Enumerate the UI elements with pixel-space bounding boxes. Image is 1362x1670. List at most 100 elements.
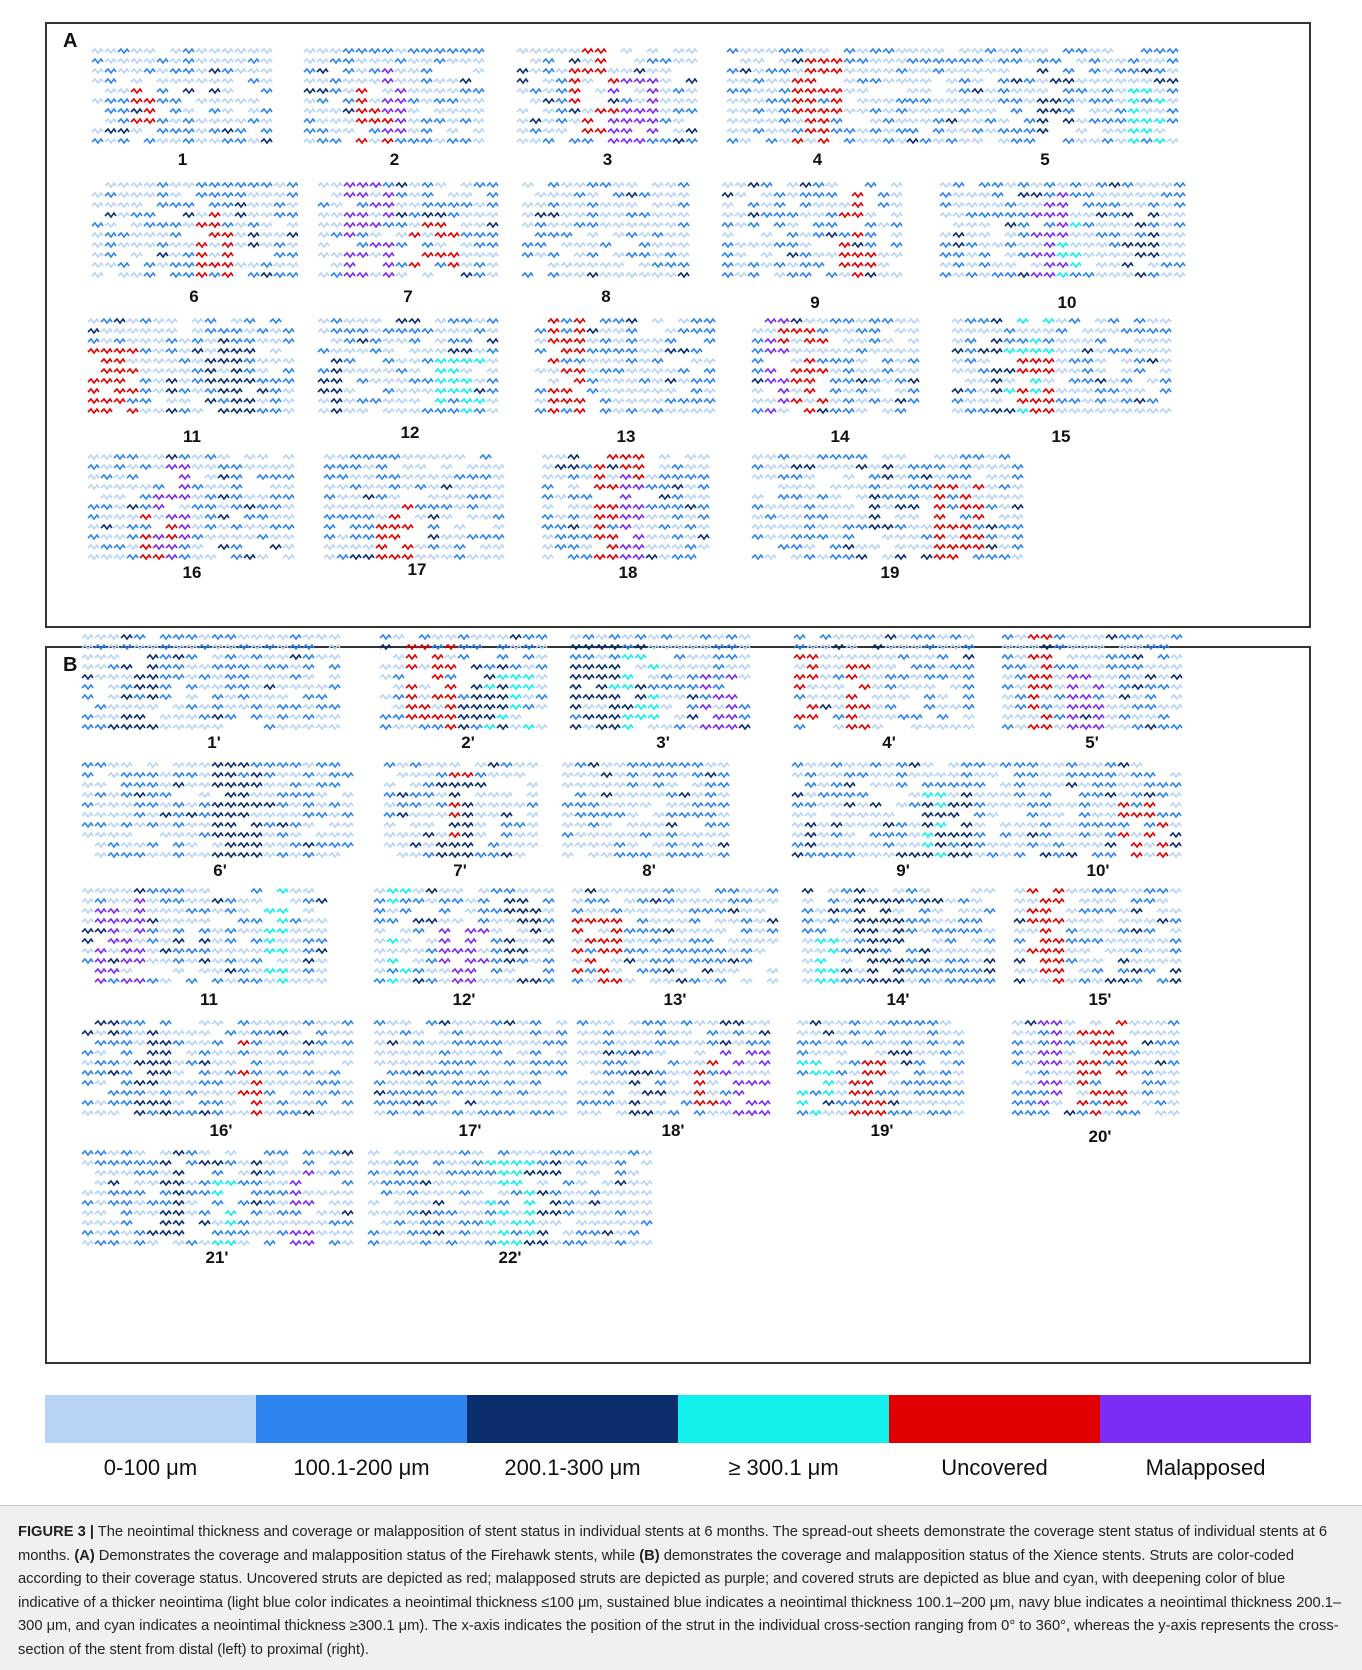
strut — [735, 213, 746, 217]
strut — [555, 465, 566, 469]
stent-sheet — [520, 180, 692, 282]
strut — [665, 193, 676, 197]
strut — [400, 1071, 411, 1075]
strut — [436, 763, 447, 767]
strut — [257, 515, 268, 519]
strut — [501, 823, 512, 827]
strut — [205, 495, 216, 499]
strut — [447, 139, 458, 143]
strut — [413, 889, 424, 893]
strut — [231, 465, 242, 469]
strut — [661, 645, 672, 649]
strut — [846, 675, 857, 679]
strut — [1092, 979, 1103, 983]
strut — [465, 939, 476, 943]
strut — [966, 213, 977, 217]
strut — [415, 455, 426, 459]
strut — [95, 645, 106, 649]
strut — [652, 369, 663, 373]
strut — [1092, 803, 1103, 807]
strut — [290, 1111, 301, 1115]
strut — [753, 109, 764, 113]
strut — [88, 389, 99, 393]
strut — [587, 329, 598, 333]
strut — [121, 823, 132, 827]
strut — [686, 59, 697, 63]
strut — [166, 389, 177, 393]
strut — [594, 515, 605, 519]
strut — [383, 253, 394, 257]
strut — [473, 109, 484, 113]
strut — [984, 959, 995, 963]
strut — [608, 69, 619, 73]
strut — [857, 79, 868, 83]
strut — [337, 535, 348, 539]
strut — [596, 705, 607, 709]
strut — [767, 889, 778, 893]
strut — [542, 535, 553, 539]
strut — [304, 129, 315, 133]
strut — [1174, 193, 1185, 197]
strut — [344, 253, 355, 257]
strut — [448, 339, 459, 343]
strut — [774, 213, 785, 217]
strut — [1105, 843, 1116, 847]
strut — [415, 475, 426, 479]
strut — [818, 129, 829, 133]
strut — [676, 959, 687, 963]
strut — [844, 793, 855, 797]
strut — [818, 783, 829, 787]
strut — [303, 1021, 314, 1025]
strut — [653, 763, 664, 767]
strut — [919, 899, 930, 903]
strut — [587, 183, 598, 187]
strut — [666, 783, 677, 787]
strut — [1079, 833, 1090, 837]
strut — [270, 379, 281, 383]
strut — [510, 705, 521, 709]
strut — [1076, 139, 1087, 143]
strut — [614, 783, 625, 787]
strut — [342, 1051, 353, 1055]
strut — [1106, 665, 1117, 669]
strut — [687, 645, 698, 649]
strut — [856, 515, 867, 519]
strut — [402, 465, 413, 469]
strut — [343, 49, 354, 53]
strut — [687, 655, 698, 659]
strut — [147, 979, 158, 983]
strut — [517, 899, 528, 903]
strut — [548, 263, 559, 267]
strut — [548, 233, 559, 237]
strut — [192, 359, 203, 363]
strut — [183, 109, 194, 113]
strut — [387, 1021, 398, 1025]
strut — [422, 409, 433, 413]
strut — [754, 909, 765, 913]
strut — [212, 823, 223, 827]
strut — [1093, 635, 1104, 639]
strut — [805, 793, 816, 797]
strut — [854, 979, 865, 983]
strut — [277, 715, 288, 719]
strut — [173, 813, 184, 817]
strut — [1069, 349, 1080, 353]
strut — [270, 495, 281, 499]
strut — [924, 645, 935, 649]
strut — [779, 99, 790, 103]
strut — [985, 129, 996, 133]
strut — [131, 203, 142, 207]
strut — [674, 635, 685, 639]
strut — [857, 109, 868, 113]
strut — [947, 545, 958, 549]
strut — [134, 823, 145, 827]
strut — [303, 909, 314, 913]
strut — [199, 969, 210, 973]
strut — [264, 939, 275, 943]
strut — [283, 379, 294, 383]
strut — [1118, 813, 1129, 817]
strut — [209, 139, 220, 143]
strut — [82, 919, 93, 923]
strut — [251, 929, 262, 933]
strut — [114, 495, 125, 499]
